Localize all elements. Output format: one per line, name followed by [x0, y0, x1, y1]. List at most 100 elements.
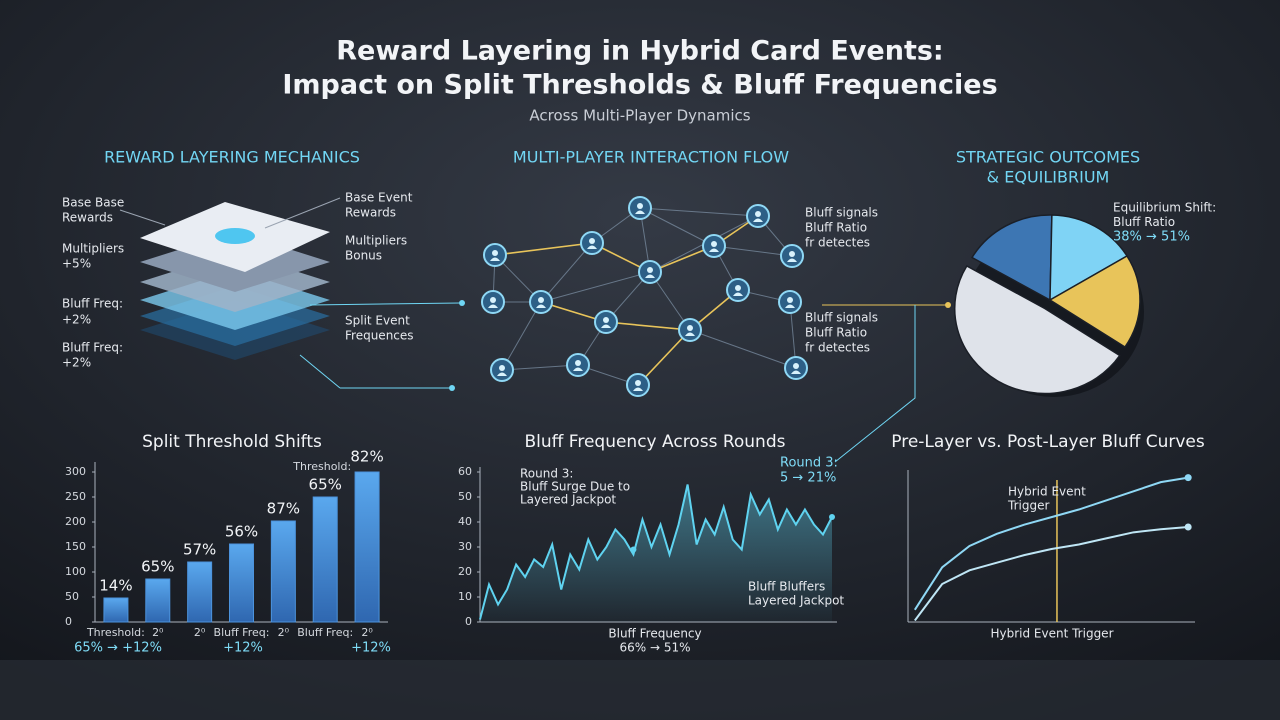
- player-icon: [499, 365, 505, 371]
- bar: [145, 578, 171, 623]
- network-note: Bluff signals: [805, 311, 878, 325]
- footnote: +12%: [351, 641, 391, 656]
- curve: [914, 526, 1189, 622]
- x-tick-label: 2⁰: [361, 626, 373, 639]
- annotation: Bluff Ratio: [1113, 215, 1175, 229]
- player-icon: [789, 251, 795, 257]
- network-edge: [637, 329, 691, 386]
- bar-note: 57%: [183, 541, 216, 559]
- bar-note: 56%: [225, 523, 258, 541]
- annotation: Bluff Surge Due to: [520, 480, 630, 494]
- chart-title: Bluff Frequency Across Rounds: [525, 432, 786, 452]
- floor: [0, 660, 1280, 720]
- layer-core: [215, 228, 255, 244]
- footnote: +12%: [223, 641, 263, 656]
- network: [481, 196, 808, 397]
- annotation: Equilibrium Shift:: [1113, 201, 1216, 215]
- network-edge: [689, 329, 797, 369]
- area: [480, 484, 832, 622]
- marker: [1184, 474, 1192, 482]
- title: Impact on Split Thresholds & Bluff Frequ…: [282, 70, 997, 101]
- subtitle: Across Multi-Player Dynamics: [529, 107, 750, 125]
- y-tick-label: 0: [65, 615, 72, 628]
- trigger-label: Hybrid Event: [1008, 485, 1086, 499]
- layer-label: Bluff Freq:: [62, 341, 123, 355]
- network-edge: [501, 364, 579, 371]
- player-icon: [492, 250, 498, 256]
- section-title: REWARD LAYERING MECHANICS: [104, 148, 360, 167]
- connector: [834, 305, 916, 463]
- y-tick-label: 30: [458, 540, 472, 553]
- player-icon: [793, 363, 799, 369]
- player-icon: [685, 332, 695, 336]
- pie-slice: [1048, 254, 1141, 349]
- threshold-note: Threshold:: [292, 460, 351, 473]
- y-tick-label: 40: [458, 515, 472, 528]
- marker: [630, 546, 637, 553]
- y-tick-label: 250: [65, 490, 86, 503]
- layer-label: Frequences: [345, 329, 414, 343]
- player-icon: [787, 258, 797, 262]
- layer-label: +2%: [62, 313, 91, 327]
- network-edge: [494, 242, 593, 256]
- layer-label: +5%: [62, 257, 91, 271]
- x-tick-label: Threshold:: [86, 626, 145, 639]
- player-icon: [645, 274, 655, 278]
- network-note: fr detectes: [805, 341, 870, 355]
- player-icon: [603, 317, 609, 323]
- network-edge: [540, 242, 593, 303]
- annotation: Bluff Bluffers: [748, 580, 825, 594]
- annotation-value: 38% → 51%: [1113, 230, 1190, 245]
- player-icon: [633, 387, 643, 391]
- player-icon: [490, 297, 496, 303]
- x-axis-label: Bluff Frequency: [608, 627, 701, 641]
- x-note: 66% → 51%: [619, 641, 690, 655]
- pie-slice: [954, 264, 1121, 395]
- network-edge: [713, 245, 793, 257]
- player-icon: [637, 203, 643, 209]
- y-tick-label: 60: [458, 465, 472, 478]
- player-icon: [787, 297, 793, 303]
- player-icon: [711, 241, 717, 247]
- connector: [299, 354, 341, 389]
- player-icon: [733, 292, 743, 296]
- trigger-label: Trigger: [1007, 499, 1049, 513]
- player-icon: [635, 210, 645, 214]
- title: Reward Layering in Hybrid Card Events:: [336, 36, 943, 67]
- player-icon: [735, 285, 741, 291]
- y-tick-label: 20: [458, 565, 472, 578]
- player-icon: [785, 304, 795, 308]
- connector: [119, 209, 166, 226]
- network-note: fr detectes: [805, 236, 870, 250]
- network-note: Bluff signals: [805, 206, 878, 220]
- x-tick-label: 2⁰: [152, 626, 164, 639]
- x-axis-label: Hybrid Event Trigger: [990, 627, 1113, 641]
- bar: [354, 471, 380, 623]
- player-icon: [488, 304, 498, 308]
- player-icon: [490, 257, 500, 261]
- player-icon: [497, 372, 507, 376]
- layer-label: Bonus: [345, 249, 382, 263]
- x-tick-label: 2⁰: [278, 626, 290, 639]
- y-tick-label: 200: [65, 515, 86, 528]
- bar-note: 65%: [141, 558, 174, 576]
- player-icon: [709, 248, 719, 252]
- section-title: STRATEGIC OUTCOMES: [956, 148, 1140, 167]
- layer-label: Base Event: [345, 191, 413, 205]
- annotation: Layered Jackpot: [520, 493, 616, 507]
- x-tick-label: Bluff Freq:: [297, 626, 353, 639]
- y-tick-label: 100: [65, 565, 86, 578]
- network-edge: [639, 207, 715, 247]
- player-icon: [791, 370, 801, 374]
- layer-stack: [119, 197, 465, 391]
- network-edge: [639, 207, 759, 217]
- bar: [103, 597, 129, 623]
- connector-dot: [449, 385, 455, 391]
- section-title: & EQUILIBRIUM: [987, 168, 1110, 187]
- curve: [913, 476, 1189, 611]
- layer-label: Rewards: [345, 206, 396, 220]
- player-icon: [575, 360, 581, 366]
- marker: [1184, 523, 1192, 531]
- layer-label: Rewards: [62, 211, 113, 225]
